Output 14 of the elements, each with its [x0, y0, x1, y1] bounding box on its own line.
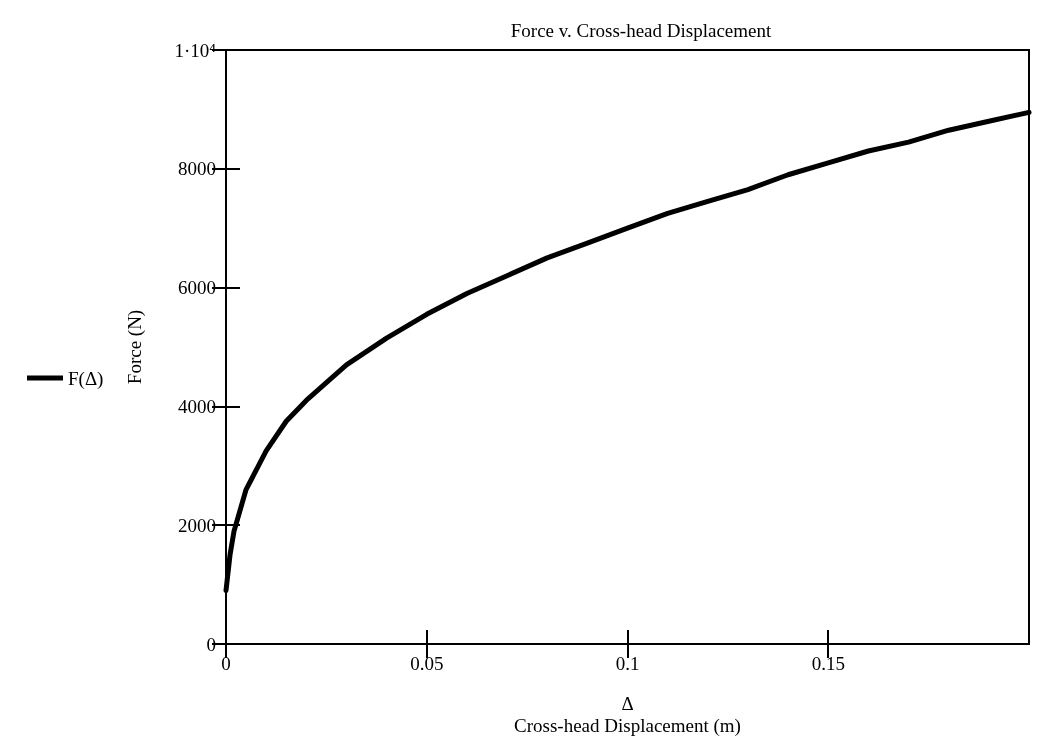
y-tick-label: 1·10⁴: [174, 39, 217, 61]
y-axis-title: Force (N): [124, 309, 146, 385]
x-tick-label: 0.1: [615, 653, 640, 674]
x-tick-label: 0.15: [811, 653, 845, 674]
y-tick-label: 0: [206, 633, 216, 655]
chart-title: Force v. Cross-head Displacement: [510, 20, 772, 41]
y-tick-label: 6000: [178, 277, 216, 299]
x-tick-label: 0: [221, 653, 231, 674]
x-tick-label: 0.05: [410, 653, 444, 674]
y-tick-label: 2000: [178, 514, 216, 536]
x-axis-title: Δ Cross-head Displacement (m): [514, 692, 741, 737]
y-tick-label: 8000: [178, 158, 216, 180]
legend-label: F(Δ): [68, 367, 104, 390]
y-tick-label: 4000: [178, 395, 216, 417]
